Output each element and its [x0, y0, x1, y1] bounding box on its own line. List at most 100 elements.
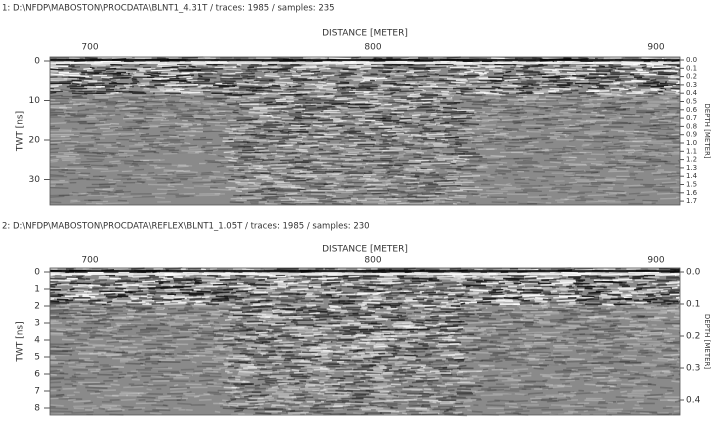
trace-stripe: [428, 70, 441, 71]
trace-stripe: [467, 69, 474, 70]
trace-stripe: [235, 325, 243, 326]
trace-stripe: [660, 184, 676, 185]
trace-stripe: [296, 294, 306, 295]
trace-stripe: [654, 318, 665, 319]
trace-stripe: [296, 81, 302, 82]
trace-stripe: [116, 102, 128, 103]
trace-stripe: [372, 294, 378, 295]
trace-stripe: [334, 281, 343, 282]
trace-stripe: [548, 76, 560, 77]
trace-stripe: [194, 280, 202, 281]
trace-stripe: [168, 186, 175, 187]
trace-stripe: [342, 117, 348, 118]
trace-stripe: [364, 94, 378, 95]
trace-stripe: [650, 331, 663, 332]
trace-stripe: [173, 337, 189, 338]
trace-stripe: [495, 129, 503, 130]
trace-stripe: [350, 108, 360, 109]
trace-stripe: [450, 286, 462, 287]
trace-stripe: [374, 327, 379, 328]
trace-stripe: [435, 87, 457, 88]
trace-stripe: [342, 334, 357, 335]
trace-stripe: [356, 158, 366, 159]
trace-stripe: [70, 151, 89, 152]
trace-stripe: [81, 161, 103, 162]
trace-stripe: [156, 302, 170, 303]
trace-stripe: [305, 103, 321, 104]
trace-stripe: [469, 58, 487, 59]
trace-stripe: [253, 81, 259, 82]
trace-stripe: [539, 106, 554, 107]
trace-stripe: [275, 156, 283, 157]
trace-stripe: [371, 133, 375, 134]
trace-stripe: [513, 123, 521, 124]
trace-stripe: [228, 162, 237, 163]
trace-stripe: [50, 328, 72, 329]
right-tick-label: 0.5: [686, 98, 697, 106]
trace-stripe: [544, 308, 567, 309]
trace-stripe: [147, 295, 154, 296]
trace-stripe: [461, 297, 467, 298]
trace-stripe: [602, 110, 607, 111]
trace-stripe: [612, 122, 628, 123]
trace-stripe: [347, 320, 354, 321]
trace-stripe: [542, 307, 548, 308]
trace-stripe: [466, 286, 471, 287]
trace-stripe: [429, 161, 447, 162]
trace-stripe: [562, 336, 566, 337]
trace-stripe: [481, 195, 488, 196]
trace-stripe: [56, 157, 75, 158]
trace-stripe: [326, 97, 333, 98]
trace-stripe: [85, 109, 103, 110]
trace-stripe: [69, 85, 77, 86]
trace-stripe: [444, 292, 465, 293]
trace-stripe: [646, 308, 667, 309]
trace-stripe: [306, 165, 313, 166]
trace-stripe: [242, 76, 254, 77]
trace-stripe: [81, 193, 88, 194]
trace-stripe: [631, 99, 653, 100]
trace-stripe: [209, 176, 224, 177]
trace-stripe: [222, 77, 233, 78]
trace-stripe: [321, 80, 327, 81]
trace-stripe: [288, 272, 311, 273]
trace-stripe: [179, 68, 187, 69]
trace-stripe: [613, 323, 621, 324]
trace-stripe: [661, 291, 668, 292]
trace-stripe: [368, 311, 375, 312]
trace-stripe: [529, 180, 536, 181]
trace-stripe: [341, 337, 358, 338]
trace-stripe: [163, 153, 178, 154]
trace-stripe: [188, 130, 196, 131]
trace-stripe: [50, 188, 68, 189]
trace-stripe: [122, 108, 142, 109]
trace-stripe: [318, 82, 326, 83]
trace-stripe: [519, 90, 524, 91]
trace-stripe: [50, 123, 66, 124]
trace-stripe: [472, 278, 479, 279]
trace-stripe: [201, 124, 206, 125]
trace-stripe: [439, 79, 444, 80]
trace-stripe: [618, 297, 623, 298]
trace-stripe: [451, 76, 465, 77]
trace-stripe: [256, 88, 270, 89]
trace-stripe: [653, 125, 676, 126]
trace-stripe: [160, 123, 177, 124]
trace-stripe: [203, 183, 224, 184]
trace-stripe: [264, 291, 275, 292]
trace-stripe: [603, 142, 612, 143]
trace-stripe: [139, 278, 151, 279]
trace-stripe: [384, 129, 390, 130]
trace-stripe: [91, 297, 106, 298]
trace-stripe: [357, 319, 366, 320]
trace-stripe: [297, 143, 305, 144]
trace-stripe: [662, 334, 672, 335]
trace-stripe: [306, 64, 329, 65]
trace-stripe: [211, 181, 227, 182]
trace-stripe: [242, 111, 254, 112]
trace-stripe: [322, 272, 342, 273]
trace-stripe: [617, 194, 625, 195]
trace-stripe: [349, 133, 365, 134]
trace-stripe: [301, 75, 318, 76]
trace-stripe: [264, 72, 270, 73]
